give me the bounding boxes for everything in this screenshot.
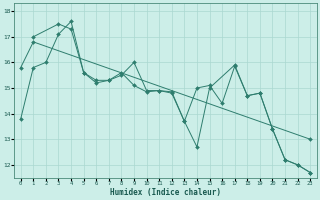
- X-axis label: Humidex (Indice chaleur): Humidex (Indice chaleur): [110, 188, 221, 197]
